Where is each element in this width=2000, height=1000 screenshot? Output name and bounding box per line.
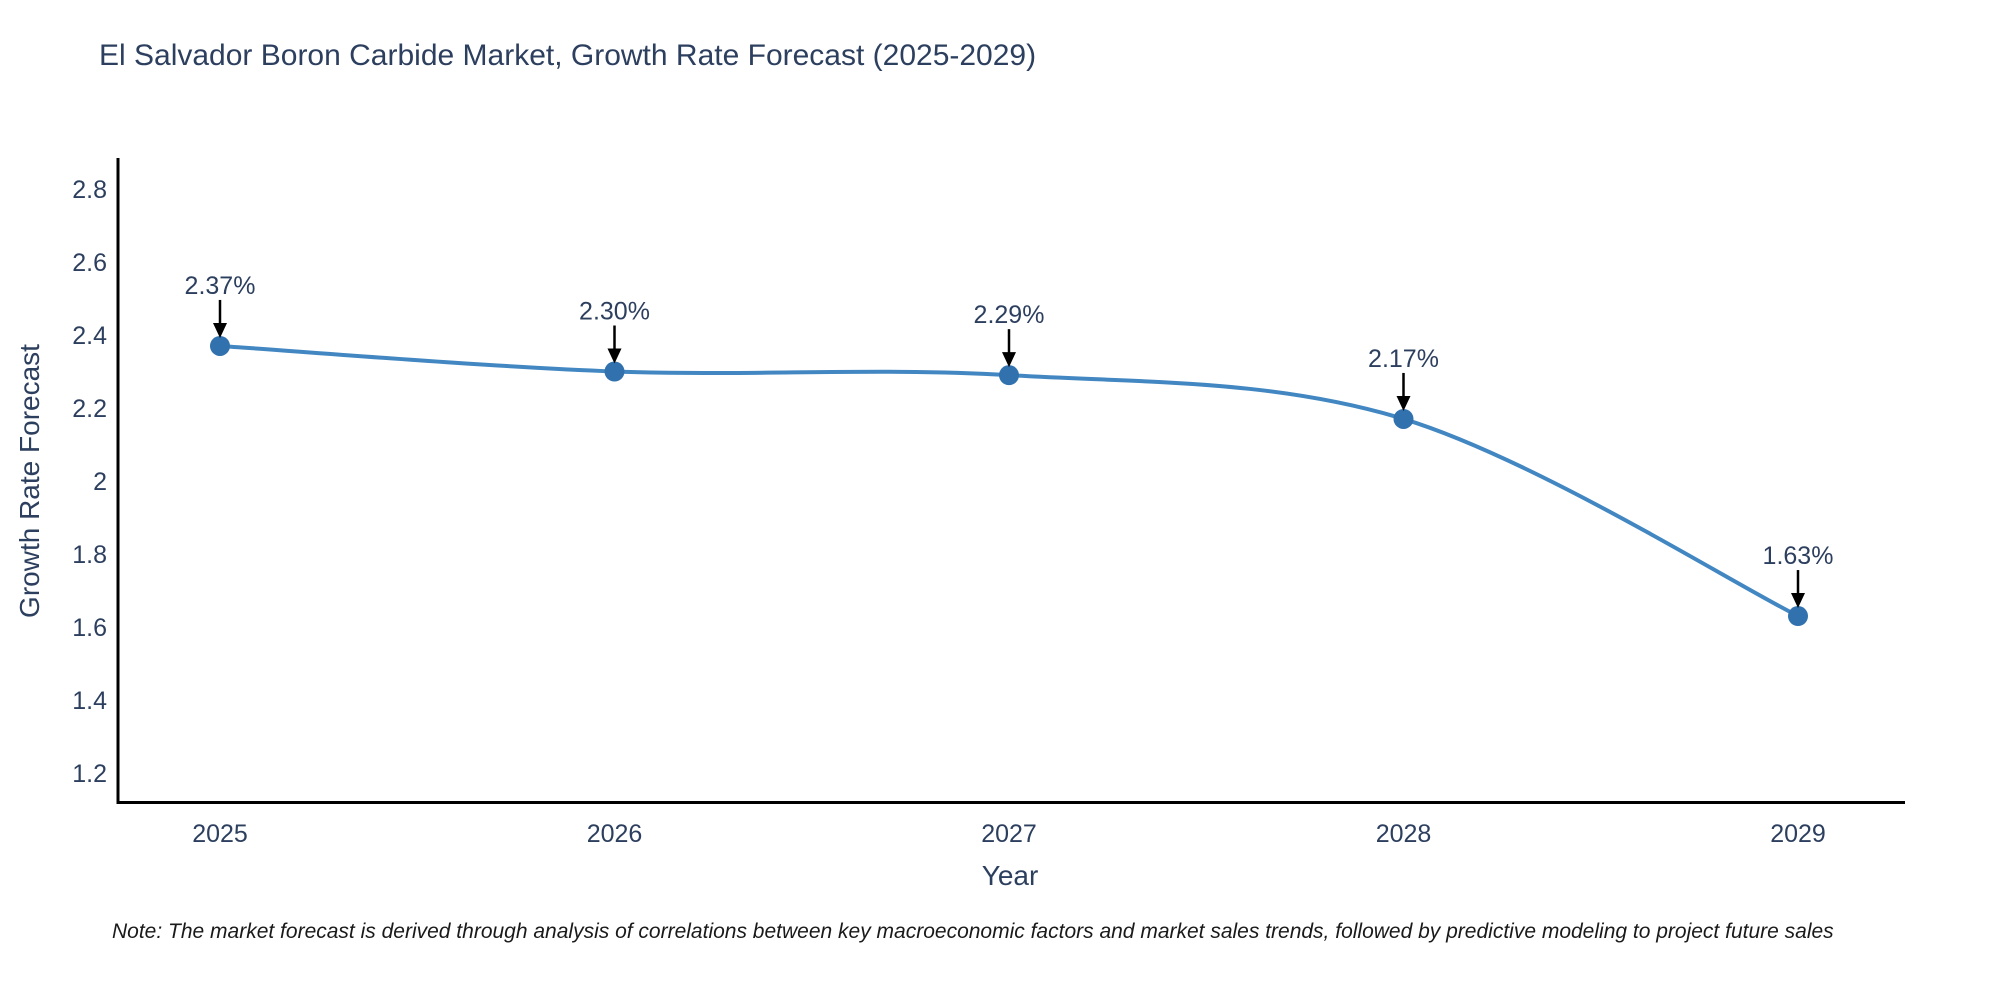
x-tick-label: 2026	[587, 820, 643, 848]
y-tick-label: 2.2	[72, 395, 107, 423]
data-point-marker	[1393, 408, 1414, 429]
x-axis-title: Year	[981, 860, 1039, 891]
x-tick-label: 2025	[192, 820, 248, 848]
x-tick-label: 2029	[1770, 820, 1826, 848]
y-tick-label: 2.6	[72, 249, 107, 277]
annotation-arrowhead	[1791, 593, 1805, 609]
footnote: Note: The market forecast is derived thr…	[112, 920, 1834, 943]
series-line	[219, 343, 1799, 618]
y-tick-label: 1.4	[72, 687, 107, 715]
data-point-label: 2.29%	[974, 301, 1045, 329]
y-tick-label: 1.8	[72, 541, 107, 569]
data-point-label: 1.63%	[1763, 542, 1834, 570]
annotation-arrowhead	[213, 322, 227, 338]
data-point-marker	[604, 361, 625, 382]
data-point-marker	[210, 335, 230, 356]
data-point-label: 2.30%	[579, 298, 650, 326]
y-tick-label: 1.2	[72, 760, 107, 788]
chart-title: El Salvador Boron Carbide Market, Growth…	[99, 39, 1037, 72]
annotation-arrowhead	[607, 348, 622, 364]
y-axis-title: Growth Rate Forecast	[14, 344, 45, 618]
data-point-marker	[1788, 606, 1808, 627]
data-point-label: 2.17%	[1368, 345, 1439, 373]
annotation-arrowhead	[1396, 395, 1411, 411]
y-tick-label: 2.4	[72, 322, 107, 350]
y-tick-label: 2	[93, 468, 107, 496]
data-point-label: 2.37%	[185, 272, 256, 300]
annotation-arrowhead	[1002, 352, 1016, 368]
x-tick-label: 2028	[1376, 820, 1432, 848]
x-tick-label: 2027	[981, 820, 1037, 848]
y-tick-label: 1.6	[72, 614, 107, 642]
y-tick-label: 2.8	[72, 176, 107, 204]
data-point-marker	[999, 365, 1019, 386]
